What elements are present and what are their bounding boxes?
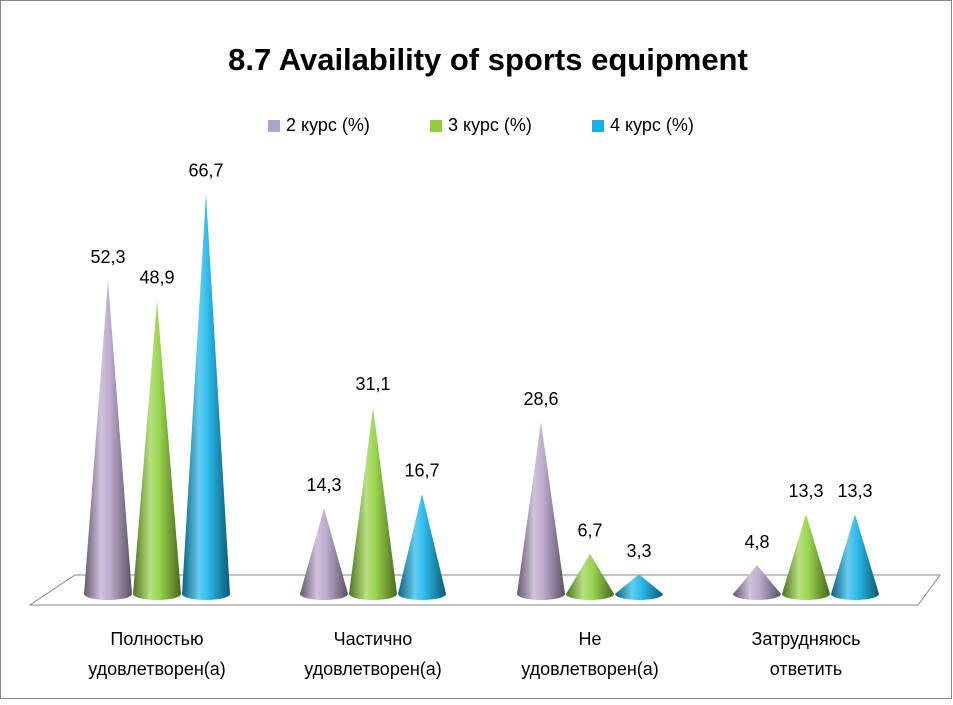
- cone: [831, 514, 879, 600]
- x-tick-label: удовлетворен(а): [521, 659, 659, 679]
- chart-title: 8.7 Availability of sports equipment: [228, 42, 748, 77]
- value-label: 28,6: [523, 389, 558, 409]
- value-label: 13,3: [788, 481, 823, 501]
- value-label: 66,7: [188, 161, 223, 181]
- floor: [28, 574, 941, 606]
- legend-swatch: [430, 120, 442, 132]
- value-label: 14,3: [306, 475, 341, 495]
- cone: [398, 493, 446, 600]
- value-label: 48,9: [139, 267, 174, 287]
- x-tick-label: удовлетворен(а): [88, 659, 226, 679]
- x-tick-label: Не: [578, 629, 601, 649]
- value-label: 3,3: [626, 541, 651, 561]
- cone: [182, 193, 230, 601]
- cone: [517, 422, 565, 600]
- value-label: 13,3: [837, 481, 872, 501]
- value-label: 4,8: [744, 532, 769, 552]
- cone: [782, 514, 830, 600]
- cone: [349, 407, 397, 600]
- legend-swatch: [592, 120, 604, 132]
- cone: [733, 565, 781, 600]
- x-tick-label: удовлетворен(а): [304, 659, 442, 679]
- legend-label: 2 курс (%): [286, 115, 370, 135]
- cone: [84, 280, 132, 600]
- cone: [133, 300, 181, 600]
- value-label: 52,3: [90, 247, 125, 267]
- x-tick-label: Затрудняюсь: [751, 629, 860, 649]
- legend-label: 4 курс (%): [610, 115, 694, 135]
- value-label: 16,7: [404, 461, 439, 481]
- value-label: 6,7: [577, 521, 602, 541]
- x-tick-label: Частично: [334, 629, 413, 649]
- legend-swatch: [268, 120, 280, 132]
- cone: [615, 574, 663, 600]
- x-tick-label: ответить: [770, 659, 843, 679]
- cone: [566, 553, 614, 600]
- value-label: 31,1: [355, 374, 390, 394]
- x-tick-label: Полностью: [110, 629, 203, 649]
- cone: [300, 508, 348, 600]
- legend-label: 3 курс (%): [448, 115, 532, 135]
